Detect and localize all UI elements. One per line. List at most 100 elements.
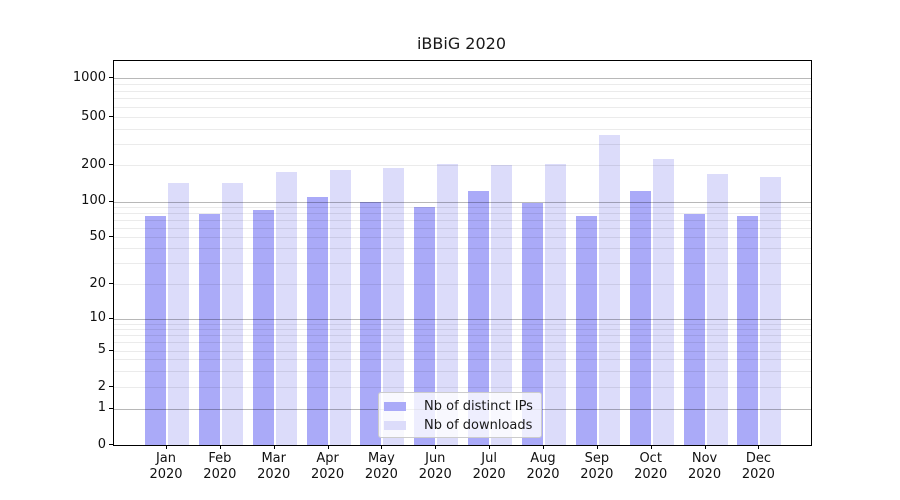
legend-entry: Nb of downloads (384, 416, 536, 435)
x-tick-mark (166, 445, 167, 449)
grid-line-minor (114, 144, 811, 145)
grid-line-minor (114, 213, 811, 214)
x-tick-label: Mar 2020 (257, 451, 291, 482)
x-tick-mark (381, 445, 383, 449)
bar-distinct-ips (252, 209, 274, 445)
legend-swatch-downloads (384, 421, 406, 430)
chart-title: iBBiG 2020 (416, 34, 507, 53)
x-tick-label: Apr 2020 (311, 451, 345, 482)
x-tick-mark (704, 445, 706, 449)
bar-downloads (491, 165, 513, 445)
x-tick-label: Dec 2020 (741, 451, 775, 482)
y-tick-mark (109, 283, 113, 284)
legend-swatch-distinct-ips (384, 402, 406, 411)
bar-distinct-ips (683, 214, 705, 445)
grid-line-minor (114, 117, 811, 118)
bar-downloads (168, 183, 189, 445)
grid-line-minor (114, 351, 811, 352)
y-tick-label: 1000 (72, 69, 106, 85)
x-tick-mark (542, 445, 544, 449)
x-tick-label: Aug 2020 (526, 451, 560, 482)
x-tick-label: Jan 2020 (149, 451, 183, 482)
bar-distinct-ips (198, 213, 220, 445)
y-tick-mark (109, 116, 113, 117)
x-tick-label: Jun 2020 (418, 451, 452, 482)
bar-downloads (598, 135, 620, 445)
bar-downloads (437, 163, 459, 445)
x-tick-label: May 2020 (364, 451, 398, 482)
x-tick-mark (596, 445, 598, 449)
x-tick-mark (489, 445, 491, 449)
y-tick-label: 2 (97, 378, 106, 394)
x-tick-label: Feb 2020 (203, 451, 237, 482)
y-tick-mark (109, 444, 113, 445)
y-tick-mark (109, 407, 113, 409)
y-tick-mark (109, 349, 113, 351)
bar-downloads (652, 158, 674, 445)
x-tick-mark (219, 445, 221, 449)
grid-line-minor (114, 98, 811, 99)
bar-downloads (329, 169, 351, 445)
y-tick-label: 10 (89, 310, 106, 326)
grid-line-major (114, 202, 811, 203)
y-tick-mark (109, 317, 113, 319)
grid-line-minor (114, 335, 811, 336)
grid-line-minor (114, 220, 811, 221)
y-tick-label: 200 (81, 156, 106, 172)
grid-line-minor (114, 84, 811, 85)
legend-label: Nb of distinct IPs (424, 399, 533, 414)
y-tick-label: 500 (81, 108, 106, 124)
y-tick-label: 50 (89, 228, 106, 244)
bar-distinct-ips (575, 216, 597, 445)
y-tick-mark (109, 200, 113, 202)
bar-distinct-ips (145, 215, 166, 445)
bar-downloads (383, 168, 405, 445)
grid-line-minor (114, 207, 811, 208)
bar-downloads (275, 172, 297, 445)
grid-line-minor (114, 387, 811, 388)
y-tick-mark (109, 164, 113, 165)
x-tick-label: Jul 2020 (472, 451, 506, 482)
y-tick-label: 100 (81, 193, 106, 208)
plot-area (113, 60, 812, 446)
legend-entry: Nb of distinct IPs (384, 397, 536, 416)
bar-distinct-ips (629, 191, 651, 445)
bar-downloads (221, 183, 243, 445)
x-tick-label: Sep 2020 (580, 451, 614, 482)
x-tick-mark (327, 445, 329, 449)
grid-line-major (114, 319, 811, 320)
bar-distinct-ips (414, 207, 436, 445)
grid-line-minor (114, 91, 811, 92)
grid-line-minor (114, 359, 811, 360)
x-tick-mark (435, 445, 437, 449)
x-tick-label: Nov 2020 (688, 451, 722, 482)
x-tick-mark (273, 445, 275, 449)
y-tick-mark (109, 236, 113, 237)
grid-line-minor (114, 237, 811, 238)
grid-line-minor (114, 329, 811, 330)
y-tick-label: 1 (97, 400, 106, 416)
y-tick-label: 5 (97, 342, 106, 357)
grid-line-minor (114, 248, 811, 249)
grid-line-minor (114, 129, 811, 130)
grid-line-major (114, 78, 811, 79)
bar-downloads (760, 177, 782, 445)
bar-downloads (706, 174, 728, 445)
legend-label: Nb of downloads (424, 418, 533, 433)
y-tick-label: 20 (89, 275, 106, 291)
grid-line-minor (114, 107, 811, 108)
bar-distinct-ips (737, 215, 759, 445)
x-tick-label: Oct 2020 (634, 451, 668, 482)
grid-line-minor (114, 371, 811, 372)
legend: Nb of distinct IPs Nb of downloads (378, 392, 542, 438)
grid-line-minor (114, 324, 811, 325)
bar-distinct-ips (360, 201, 382, 445)
grid-line-minor (114, 342, 811, 343)
bar-downloads (544, 164, 566, 445)
x-tick-mark (650, 445, 652, 449)
x-tick-mark (758, 445, 760, 449)
bar-distinct-ips (306, 197, 328, 445)
y-tick-mark (109, 77, 113, 79)
grid-line-minor (114, 284, 811, 285)
